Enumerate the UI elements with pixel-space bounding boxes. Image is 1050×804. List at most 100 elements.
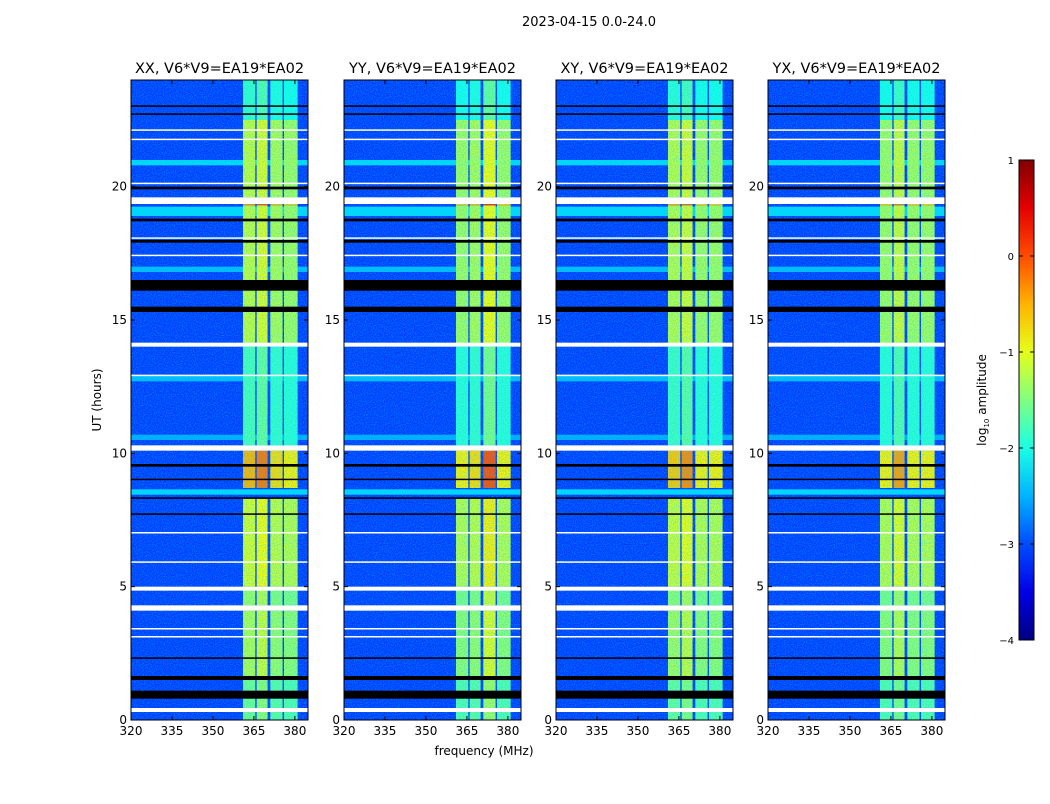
panel-frame	[767, 79, 946, 721]
dropout-line	[556, 105, 733, 107]
flagged-gap	[768, 254, 945, 257]
colorbar-tick-label: −1	[999, 348, 1014, 359]
flagged-gap	[131, 445, 308, 451]
dropout-line	[131, 105, 308, 107]
y-tick-label: 10	[325, 446, 340, 460]
y-tick-label: 15	[537, 313, 552, 327]
dropout-line	[768, 240, 945, 243]
y-tick-label: 5	[544, 580, 552, 594]
panel-2: XY, V6*V9=EA19*EA02 320 335 350 365 380 0 5 10 15…	[537, 61, 734, 738]
heatmap-noise	[768, 80, 945, 720]
panel-3: YX, V6*V9=EA19*EA02 320 335 350 365 380 0 5 10 15…	[749, 61, 946, 738]
flagged-gap	[768, 129, 945, 131]
flagged-gap	[131, 254, 308, 257]
dropout-line	[344, 280, 521, 291]
flagged-gap	[768, 708, 945, 712]
x-tick-label: 380	[283, 724, 306, 738]
dropout-line	[556, 690, 733, 699]
flagged-gap	[131, 586, 308, 591]
dropout-line	[556, 497, 733, 499]
flagged-gap	[556, 636, 733, 638]
x-tick-label: 365	[879, 724, 902, 738]
y-tick-label: 10	[112, 446, 127, 460]
dropout-line	[131, 306, 308, 312]
flagged-gap	[556, 129, 733, 131]
dropout-line	[131, 464, 308, 467]
dropout-line	[131, 690, 308, 699]
flagged-gap	[344, 708, 521, 712]
flagged-gap	[768, 636, 945, 638]
x-tick-label: 320	[757, 724, 780, 738]
y-tick-label: 20	[749, 180, 764, 194]
flagged-gap	[131, 628, 308, 630]
flagged-gap	[556, 561, 733, 563]
dropout-line	[344, 464, 521, 467]
dropout-line	[344, 657, 521, 659]
dropout-line	[768, 497, 945, 499]
dropout-line	[768, 218, 945, 222]
y-tick-label: 0	[332, 713, 340, 727]
flagged-gap	[131, 561, 308, 563]
dropout-line	[556, 240, 733, 243]
x-tick-label: 350	[201, 724, 224, 738]
flagged-gap	[344, 628, 521, 630]
x-tick-label: 365	[667, 724, 690, 738]
flagged-gap	[344, 374, 521, 377]
dropout-line	[556, 513, 733, 515]
flagged-gap	[556, 445, 733, 451]
dropout-line	[131, 657, 308, 659]
dropout-line	[768, 478, 945, 481]
panel-title: XY, V6*V9=EA19*EA02	[560, 61, 728, 77]
flagged-gap	[556, 586, 733, 591]
dropout-line	[556, 676, 733, 680]
panel-0: XX, V6*V9=EA19*EA02 320 335 350 365 380 0 5 10 15…	[112, 61, 309, 738]
dropout-line	[344, 186, 521, 190]
flagged-gap	[768, 586, 945, 591]
flagged-gap	[344, 445, 521, 451]
dropout-line	[344, 513, 521, 515]
heatmap-noise	[556, 80, 733, 720]
dropout-line	[556, 478, 733, 481]
flagged-gap	[768, 197, 945, 204]
y-tick-label: 5	[756, 580, 764, 594]
y-tick-label: 0	[756, 713, 764, 727]
y-tick-label: 10	[749, 446, 764, 460]
x-tick-label: 365	[242, 724, 265, 738]
colorbar: 1 0 −1 −2 −3 −4 log10 amplitude	[975, 156, 1035, 647]
flagged-gap	[344, 342, 521, 347]
flagged-gap	[768, 237, 945, 239]
flagged-gap	[556, 628, 733, 630]
panel-frame	[130, 79, 309, 721]
figure-title: 2023-04-15 0.0-24.0	[522, 15, 656, 30]
dropout-line	[768, 105, 945, 107]
y-tick-label: 10	[537, 446, 552, 460]
flagged-gap	[131, 374, 308, 377]
flagged-gap	[344, 532, 521, 534]
flagged-gap	[768, 605, 945, 611]
y-tick-label: 15	[325, 313, 340, 327]
flagged-gap	[768, 445, 945, 451]
y-tick-label: 15	[112, 313, 127, 327]
dropout-line	[344, 113, 521, 115]
flagged-gap	[556, 182, 733, 185]
flagged-gap	[768, 342, 945, 347]
colorbar-tick-label: −3	[999, 540, 1014, 551]
y-tick-label: 20	[537, 180, 552, 194]
x-tick-label: 335	[161, 724, 184, 738]
colorbar-tick-label: −4	[999, 636, 1014, 647]
flagged-gap	[768, 628, 945, 630]
flagged-gap	[768, 182, 945, 185]
dropout-line	[344, 306, 521, 312]
dropout-line	[768, 280, 945, 291]
dropout-line	[344, 690, 521, 699]
x-tick-label: 335	[586, 724, 609, 738]
dropout-line	[131, 218, 308, 222]
colorbar-bar	[1018, 159, 1035, 641]
x-tick-label: 350	[626, 724, 649, 738]
flagged-gap	[556, 708, 733, 712]
dropout-line	[556, 464, 733, 467]
flagged-gap	[556, 605, 733, 611]
dropout-line	[768, 186, 945, 190]
dropout-line	[768, 657, 945, 659]
